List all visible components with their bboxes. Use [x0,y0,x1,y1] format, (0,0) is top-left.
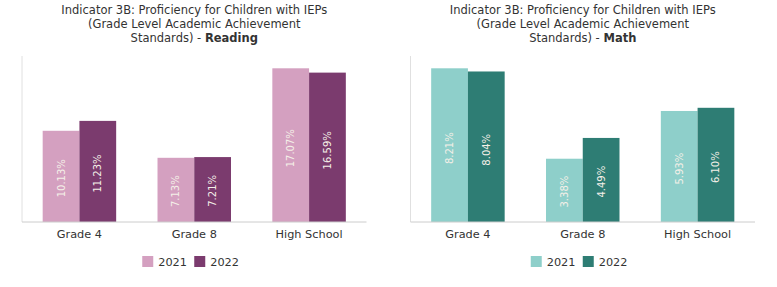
data-label: 4.49% [596,166,607,198]
y-axis-line [410,56,411,222]
bars [43,68,346,222]
data-label: 8.04% [481,134,492,166]
legend-label: 2022 [210,256,239,269]
panel: Indicator 3B: Proficiency for Children w… [411,3,756,269]
legend-swatch [583,256,594,267]
x-tick-label: Grade 4 [445,228,490,241]
title-line: Standards) - [131,31,205,45]
legend-swatch [531,256,542,267]
panel: Indicator 3B: Proficiency for Children w… [22,3,367,269]
data-label: 3.38% [559,176,570,208]
title-line: Indicator 3B: Proficiency for Children w… [450,3,716,17]
x-tick-label: High School [664,228,731,241]
data-label: 6.10% [710,151,721,183]
data-label: 8.21% [444,132,455,164]
data-labels: 8.21% 3.38% 5.93% 8.04% 4.49% 6.10% [444,132,721,207]
title: Indicator 3B: Proficiency for Children w… [61,3,327,45]
data-label: 5.93% [674,153,685,185]
x-tick-label: Grade 4 [57,228,102,241]
data-labels: 10.13% 7.13% 17.07% 11.23% 7.21% 16.59% [56,129,333,207]
bar [468,71,505,222]
legend-label: 2021 [547,256,576,269]
title-bold: Math [603,31,636,45]
y-axis-line [22,56,23,222]
title-line: (Grade Level Academic Achievement [476,17,689,31]
x-tick-label: Grade 8 [560,228,605,241]
legend: 2021 2022 [142,256,239,269]
bar [698,108,735,222]
legend: 2021 2022 [531,256,628,269]
data-label: 7.13% [170,175,181,207]
x-tick-label: Grade 8 [172,228,217,241]
title-line: (Grade Level Academic Achievement [88,17,301,31]
x-tick-label: High School [276,228,343,241]
title-line: Standards) - [529,31,603,45]
bar [583,138,620,222]
legend-label: 2022 [599,256,628,269]
title-line: Indicator 3B: Proficiency for Children w… [61,3,327,17]
data-label: 11.23% [92,154,103,192]
bar [272,68,309,222]
bar [431,68,468,222]
title: Indicator 3B: Proficiency for Children w… [450,3,716,45]
legend-swatch [194,256,205,267]
bar [194,157,231,222]
data-label: 7.21% [207,175,218,207]
legend-swatch [142,256,153,267]
legend-label: 2021 [158,256,187,269]
x-axis-line [22,222,367,223]
bars [431,68,734,222]
data-label: 16.59% [322,131,333,169]
chart-root: Indicator 3B: Proficiency for Children w… [0,0,777,287]
bar [43,131,80,222]
data-label: 10.13% [56,159,67,197]
bar [158,158,195,222]
bar [546,159,583,222]
bar [79,121,116,222]
title-bold: Reading [205,31,258,45]
x-axis-line [411,222,756,223]
bar [661,111,698,222]
bar [309,73,346,222]
data-label: 17.07% [285,129,296,167]
